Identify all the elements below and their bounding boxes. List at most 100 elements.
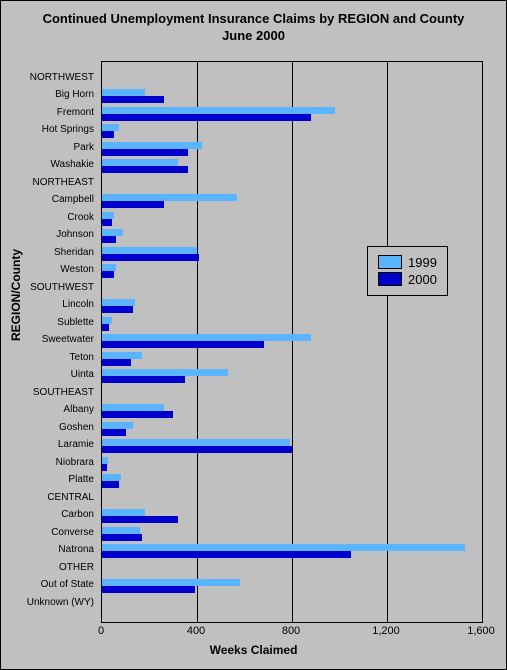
plot-area	[101, 61, 483, 623]
county-label: Campbell	[52, 192, 94, 208]
bar-1999	[102, 334, 311, 341]
x-tick-label: 1,200	[372, 625, 400, 637]
bar-1999	[102, 107, 335, 114]
county-label: Hot Springs	[42, 122, 94, 138]
bar-row	[102, 351, 482, 367]
bar-row	[102, 193, 482, 209]
bar-2000	[102, 201, 164, 208]
bar-1999	[102, 212, 114, 219]
bar-2000	[102, 306, 133, 313]
bar-1999	[102, 299, 135, 306]
county-label: Converse	[51, 525, 94, 541]
county-label: Big Horn	[55, 87, 94, 103]
county-label: Unknown (WY)	[27, 595, 94, 611]
bar-1999	[102, 509, 145, 516]
bar-2000	[102, 551, 351, 558]
bar-1999	[102, 247, 197, 254]
bar-row	[102, 421, 482, 437]
bar-1999	[102, 89, 145, 96]
bar-row	[102, 158, 482, 174]
county-label: Teton	[70, 350, 94, 366]
region-label: NORTHEAST	[33, 175, 95, 191]
county-label: Sweetwater	[42, 332, 94, 348]
bar-row	[102, 456, 482, 472]
county-label: Weston	[60, 262, 94, 278]
x-tick-label: 400	[187, 625, 205, 637]
bar-row	[102, 403, 482, 419]
county-label: Natrona	[58, 542, 94, 558]
bar-2000	[102, 166, 188, 173]
county-label: Out of State	[41, 577, 94, 593]
bar-1999	[102, 229, 123, 236]
legend-swatch	[378, 255, 402, 269]
title-line1: Continued Unemployment Insurance Claims …	[43, 11, 465, 26]
title-line2: June 2000	[222, 28, 285, 43]
x-axis-title: Weeks Claimed	[210, 643, 298, 657]
bar-row	[102, 123, 482, 139]
county-label: Park	[73, 140, 94, 156]
x-tick-label: 0	[98, 625, 104, 637]
county-label: Johnson	[56, 227, 94, 243]
bar-row	[102, 578, 482, 594]
x-tick-label: 800	[282, 625, 300, 637]
county-label: Albany	[63, 402, 94, 418]
chart-title: Continued Unemployment Insurance Claims …	[1, 1, 506, 45]
chart-container: Continued Unemployment Insurance Claims …	[0, 0, 507, 670]
y-axis-title: REGION/County	[9, 249, 23, 341]
region-label: CENTRAL	[47, 490, 94, 506]
county-label: Platte	[68, 472, 94, 488]
x-tick-label: 1,600	[467, 625, 495, 637]
bar-1999	[102, 422, 133, 429]
bar-row	[102, 88, 482, 104]
bar-1999	[102, 579, 240, 586]
bar-1999	[102, 457, 108, 464]
bar-row	[102, 508, 482, 524]
county-label: Lincoln	[62, 297, 94, 313]
bar-2000	[102, 236, 116, 243]
bar-2000	[102, 534, 142, 541]
region-label: NORTHWEST	[30, 70, 94, 86]
bar-2000	[102, 254, 199, 261]
bar-2000	[102, 149, 188, 156]
bar-1999	[102, 544, 465, 551]
county-label: Sheridan	[54, 245, 94, 261]
bar-1999	[102, 317, 112, 324]
bar-row	[102, 333, 482, 349]
bar-row	[102, 141, 482, 157]
legend-item: 1999	[378, 255, 437, 270]
bar-1999	[102, 404, 164, 411]
bar-2000	[102, 586, 195, 593]
bar-1999	[102, 124, 119, 131]
bar-2000	[102, 516, 178, 523]
county-label: Carbon	[61, 507, 94, 523]
legend-label: 2000	[408, 272, 437, 287]
bar-2000	[102, 131, 114, 138]
county-label: Washakie	[50, 157, 94, 173]
bar-2000	[102, 446, 292, 453]
county-label: Sublette	[57, 315, 94, 331]
bar-2000	[102, 219, 112, 226]
bar-row	[102, 473, 482, 489]
legend-label: 1999	[408, 255, 437, 270]
bar-row	[102, 211, 482, 227]
bar-row	[102, 596, 482, 612]
legend-swatch	[378, 272, 402, 286]
bar-2000	[102, 376, 185, 383]
bar-row	[102, 298, 482, 314]
legend-item: 2000	[378, 272, 437, 287]
bar-1999	[102, 439, 290, 446]
region-label: SOUTHWEST	[30, 280, 94, 296]
bar-row	[102, 106, 482, 122]
county-label: Crook	[67, 210, 94, 226]
county-label: Uinta	[71, 367, 94, 383]
bar-1999	[102, 474, 121, 481]
county-label: Goshen	[59, 420, 94, 436]
bar-row	[102, 543, 482, 559]
bar-2000	[102, 324, 109, 331]
county-label: Laramie	[58, 437, 94, 453]
bar-2000	[102, 271, 114, 278]
bar-row	[102, 316, 482, 332]
bar-2000	[102, 464, 107, 471]
region-label: SOUTHEAST	[33, 385, 94, 401]
bar-1999	[102, 194, 237, 201]
